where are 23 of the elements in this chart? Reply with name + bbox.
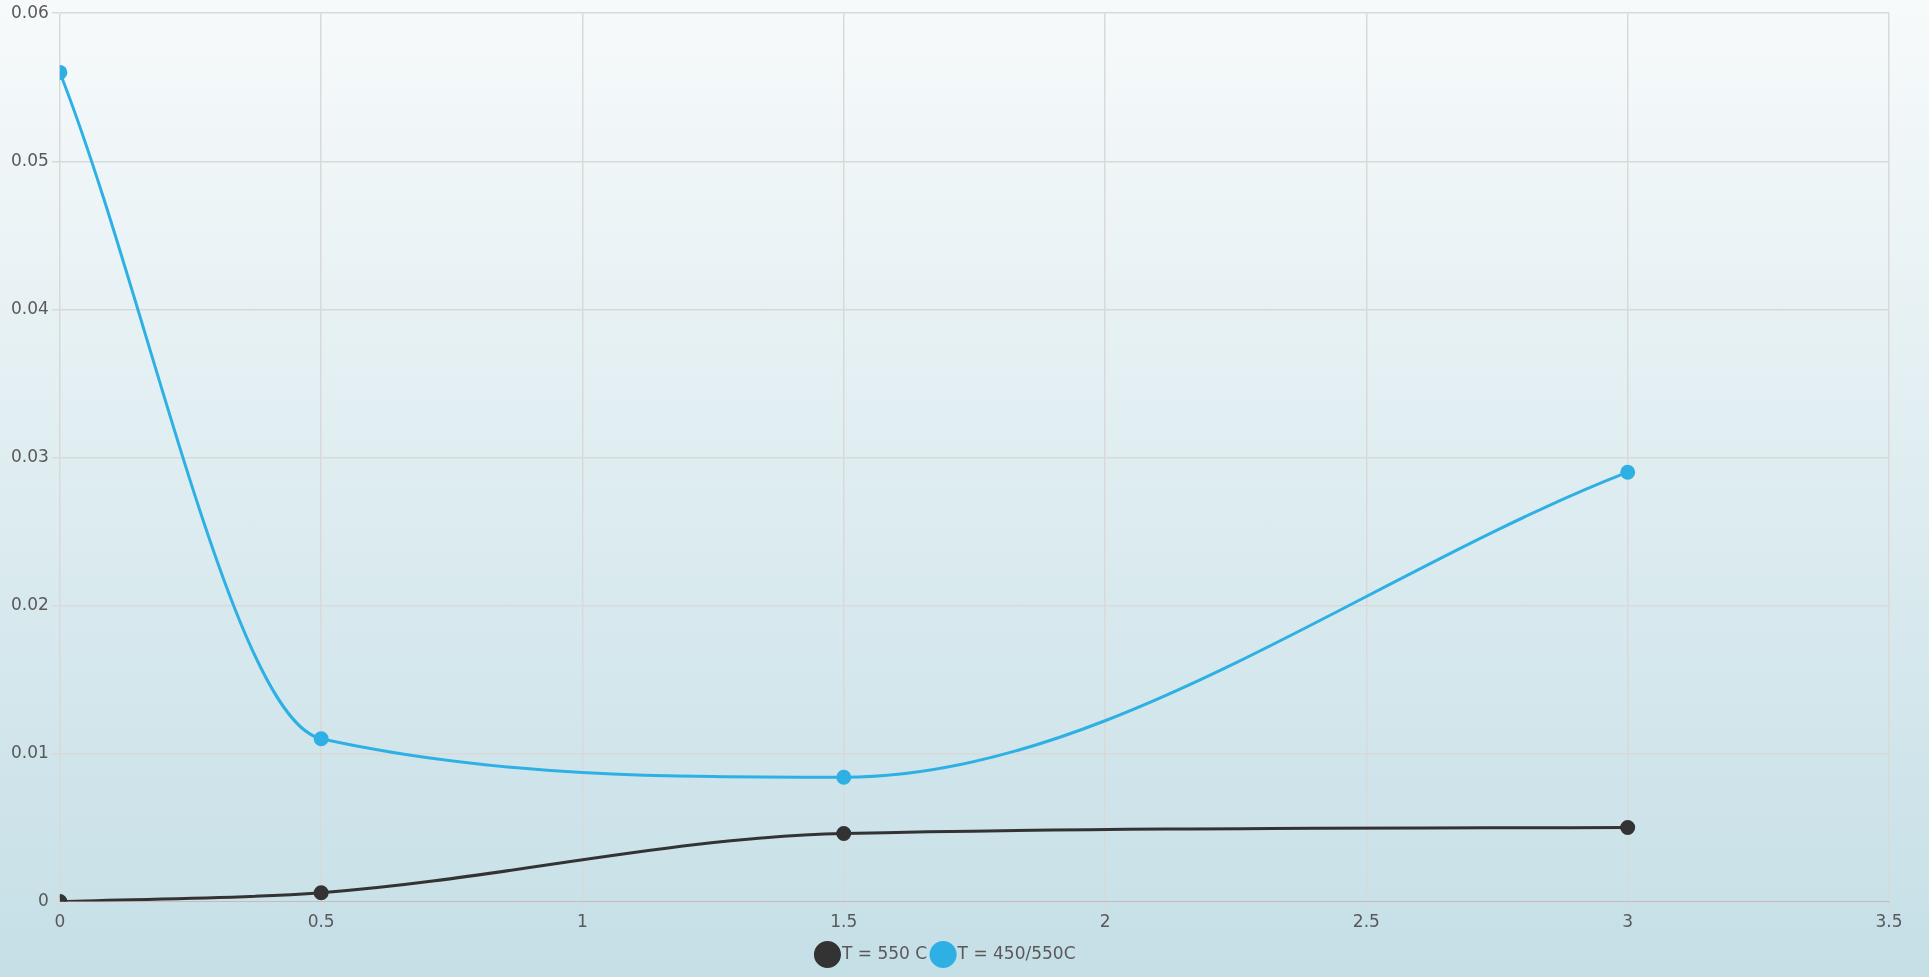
x-tick-label: 0.5 xyxy=(307,911,335,932)
point xyxy=(836,825,852,841)
point xyxy=(313,885,329,901)
y-tick-label: 0.03 xyxy=(10,445,49,466)
point xyxy=(313,731,329,747)
point xyxy=(1620,464,1636,480)
legend-label: T = 450/550C xyxy=(956,942,1076,963)
x-tick-label: 2 xyxy=(1099,911,1111,932)
x-tick-label: 1.5 xyxy=(830,911,858,932)
x-tick-label: 0 xyxy=(54,911,66,932)
y-tick-label: 0 xyxy=(38,890,49,911)
x-tick-label: 2.5 xyxy=(1352,911,1380,932)
point xyxy=(1620,820,1636,836)
y-tick-label: 0.06 xyxy=(10,1,49,22)
y-tick-label: 0.02 xyxy=(10,593,49,614)
y-tick-label: 0.04 xyxy=(10,297,49,318)
point xyxy=(836,769,852,785)
x-tick-label: 3.5 xyxy=(1875,911,1903,932)
y-tick-label: 0.01 xyxy=(10,741,49,762)
x-tick-label: 1 xyxy=(577,911,588,932)
x-tick-label: 3 xyxy=(1622,911,1634,932)
y-tick-label: 0.05 xyxy=(10,149,49,170)
legend-label: T = 550 C xyxy=(840,942,928,963)
